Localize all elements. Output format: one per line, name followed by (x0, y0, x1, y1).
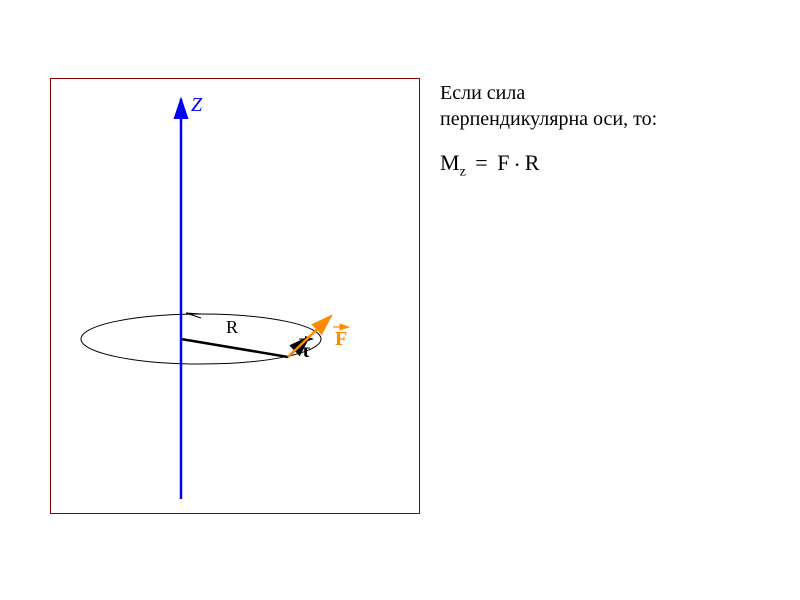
radius-line (181, 339, 288, 357)
explanation-line1: Если сила (440, 80, 770, 106)
radius-label: R (226, 317, 238, 337)
diagram-panel: ZRτF (50, 78, 420, 514)
physics-diagram: ZRτF (51, 79, 421, 515)
formula-dot: · (509, 152, 524, 177)
formula-sub-z: z (460, 164, 466, 179)
explanation-line2: перпендикулярна оси, то: (440, 106, 770, 132)
z-axis-label: Z (191, 94, 203, 116)
formula-F: F (497, 150, 509, 175)
force-label: F (335, 328, 347, 350)
explanation-block: Если сила перпендикулярна оси, то: Mz = … (440, 80, 770, 180)
moment-formula: Mz = F·R (440, 150, 770, 180)
formula-R: R (525, 150, 540, 175)
formula-M: M (440, 150, 460, 175)
rotation-direction-arrow (186, 313, 201, 318)
formula-eq: = (471, 150, 491, 175)
